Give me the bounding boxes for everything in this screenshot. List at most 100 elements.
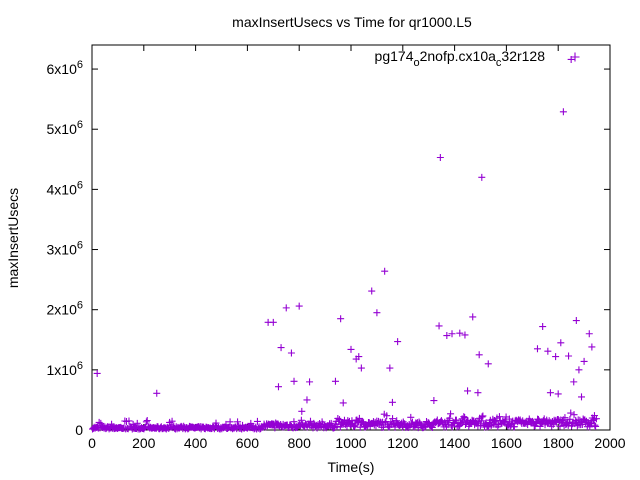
data-point (355, 353, 363, 361)
data-point (552, 353, 560, 361)
data-point (573, 422, 581, 430)
data-point (461, 331, 469, 339)
y-tick-label: 1x106 (47, 360, 83, 378)
plot-area (91, 44, 611, 431)
legend: pg174o2nofp.cx10ac32r128 (375, 48, 580, 69)
x-axis-label: Time(s) (328, 459, 375, 475)
data-point (368, 287, 376, 295)
data-point (478, 413, 486, 421)
data-point (476, 422, 484, 430)
data-point (534, 415, 542, 423)
data-point (539, 323, 547, 331)
data-point (585, 330, 593, 338)
x-tick-label: 0 (88, 435, 96, 451)
data-point (580, 357, 588, 365)
data-point (559, 108, 567, 116)
data-point (478, 173, 486, 181)
data-point (556, 422, 564, 430)
data-point (570, 378, 578, 386)
data-point (226, 418, 234, 426)
data-point (129, 420, 137, 428)
data-point (269, 318, 277, 326)
data-point (475, 351, 483, 359)
x-axis: 0 200 400 600 800 1000 1200 1400 1600 1800 2000 (88, 45, 626, 451)
data-point (588, 343, 596, 351)
data-point (411, 423, 419, 431)
data-point (407, 413, 415, 421)
data-point (336, 423, 344, 431)
data-point (533, 345, 541, 353)
data-point (479, 412, 487, 420)
data-point (388, 398, 396, 406)
y-tick-label: 0 (75, 422, 83, 438)
data-point (495, 413, 503, 421)
data-point (474, 389, 482, 397)
y-tick-label: 5x106 (47, 119, 83, 137)
data-point (298, 407, 306, 415)
data-point (93, 369, 101, 377)
data-point (446, 414, 454, 422)
data-point (415, 418, 423, 426)
data-point (592, 422, 600, 430)
data-point (447, 410, 455, 418)
y-tick-label: 6x106 (47, 59, 83, 77)
data-point (212, 419, 220, 427)
data-point (282, 304, 290, 312)
data-point (295, 302, 303, 310)
data-point (234, 418, 242, 426)
data-point (510, 423, 518, 431)
legend-marker (570, 52, 580, 62)
data-point (457, 419, 465, 427)
data-point (546, 389, 554, 397)
data-points (89, 55, 600, 433)
y-tick-label: 4x106 (47, 179, 83, 197)
data-point (394, 338, 402, 346)
x-tick-label: 200 (132, 435, 156, 451)
data-point (336, 416, 343, 424)
data-point (501, 417, 509, 425)
data-point (357, 364, 365, 372)
data-point (469, 313, 477, 321)
data-point (567, 409, 575, 417)
data-point (338, 420, 346, 428)
data-point (274, 383, 282, 391)
data-point (350, 422, 358, 430)
data-point (277, 344, 285, 352)
data-point (331, 421, 339, 429)
data-point (153, 389, 161, 397)
data-point (313, 424, 321, 432)
data-point (435, 322, 443, 330)
data-point (565, 352, 573, 360)
x-tick-label: 1400 (439, 435, 470, 451)
data-point (389, 415, 397, 423)
x-tick-label: 2000 (594, 435, 625, 451)
x-tick-label: 600 (236, 435, 260, 451)
data-point (572, 317, 580, 325)
data-point (297, 416, 305, 424)
data-point (339, 399, 347, 407)
y-tick-label: 2x106 (47, 300, 83, 318)
data-point (464, 387, 472, 395)
data-point (142, 418, 150, 426)
data-point (557, 339, 565, 347)
data-point (133, 419, 141, 427)
y-axis-label: maxInsertUsecs (5, 188, 21, 288)
data-point (386, 364, 394, 372)
data-point (373, 309, 381, 317)
data-point (303, 396, 311, 404)
data-point (331, 377, 339, 385)
data-point (578, 393, 586, 401)
data-point (343, 422, 351, 430)
y-tick-label: 3x106 (47, 240, 83, 258)
data-point (271, 424, 279, 432)
data-point (536, 422, 544, 430)
data-point (590, 412, 598, 420)
plot-border (91, 44, 611, 431)
data-point (95, 418, 103, 426)
x-tick-label: 1600 (491, 435, 522, 451)
data-point (290, 377, 298, 385)
x-tick-label: 400 (184, 435, 208, 451)
data-point (125, 417, 133, 425)
data-point (575, 366, 583, 374)
